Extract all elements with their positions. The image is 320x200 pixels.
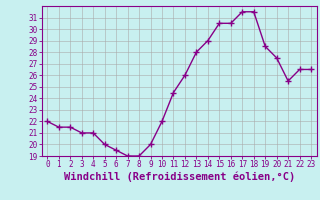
X-axis label: Windchill (Refroidissement éolien,°C): Windchill (Refroidissement éolien,°C) [64,172,295,182]
